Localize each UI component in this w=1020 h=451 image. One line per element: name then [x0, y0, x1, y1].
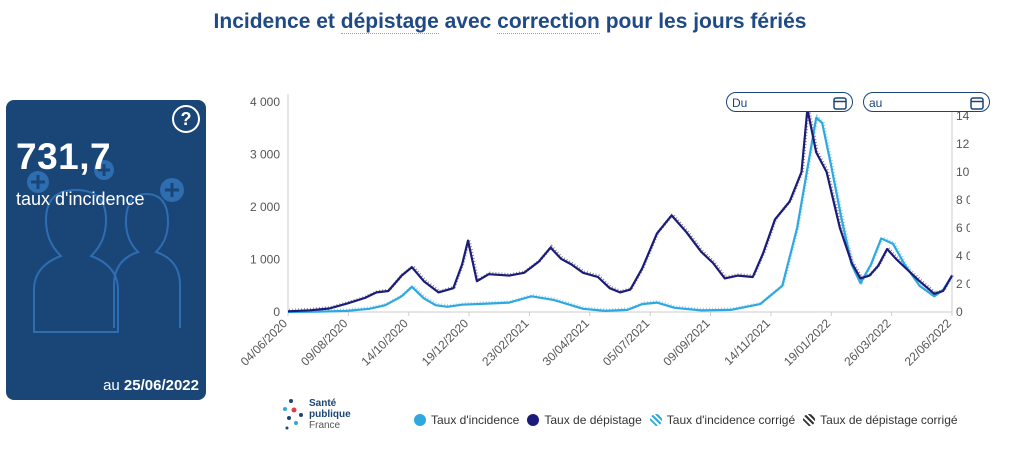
incidence-date: au 25/06/2022 — [103, 377, 199, 394]
date-from-input[interactable]: Du — [726, 92, 853, 112]
y-left-tick-label: 3 000 — [250, 148, 280, 162]
x-tick-label: 04/06/2020 — [238, 316, 291, 369]
x-tick-label: 14/11/2021 — [721, 316, 773, 368]
y-left-tick-label: 0 — [273, 305, 280, 319]
y-right-tick-label: 12 000 — [956, 137, 970, 151]
x-tick-label: 05/07/2021 — [600, 316, 653, 369]
x-tick-label: 09/08/2020 — [298, 316, 351, 369]
calendar-icon[interactable] — [970, 96, 984, 110]
page-title: Incidence et dépistage avec correction p… — [213, 10, 807, 34]
series-depistage-corrige — [288, 107, 955, 312]
y-left-tick-label: 4 000 — [250, 95, 280, 109]
help-icon[interactable]: ? — [172, 105, 200, 133]
legend-swatch — [527, 414, 540, 426]
legend-item-incidence[interactable]: Taux d'incidence — [414, 413, 519, 427]
y-right-tick-label: 6 000 — [956, 221, 970, 235]
x-tick-label: 14/10/2020 — [358, 316, 411, 369]
incidence-value: 731,7 — [16, 136, 112, 177]
incidence-label: taux d'incidence — [16, 189, 145, 209]
x-tick-label: 19/12/2020 — [419, 316, 472, 369]
legend-swatch — [414, 414, 426, 426]
legend-swatch — [649, 414, 662, 426]
date-to-input[interactable]: au — [863, 92, 990, 112]
incidence-card: ? 731,7 taux d'incidence au 25/06/2022 — [6, 100, 206, 400]
people-icon — [27, 160, 184, 333]
legend-item-depistage[interactable]: Taux de dépistage — [527, 413, 642, 427]
y-right-tick-label: 14 000 — [956, 109, 970, 123]
chart-legend: Taux d'incidence Taux de dépistage Taux … — [414, 413, 966, 427]
series-incidence — [287, 116, 953, 314]
legend-swatch — [803, 414, 816, 426]
calendar-icon[interactable] — [833, 96, 847, 110]
legend-item-depistage-corrige[interactable]: Taux de dépistage corrigé — [803, 413, 958, 427]
title-link-depistage[interactable]: dépistage — [340, 10, 439, 34]
x-tick-label: 30/04/2021 — [540, 316, 593, 369]
y-right-tick-label: 10 000 — [956, 165, 970, 179]
legend-item-incidence-corrige[interactable]: Taux d'incidence corrigé — [649, 413, 795, 427]
line-chart: 0 1 000 2 000 3 000 4 000 0 2 000 4 000 6 000 8 0… — [238, 94, 970, 369]
x-tick-label: 23/02/2021 — [479, 316, 532, 369]
logo-dots-icon — [283, 399, 303, 430]
y-left-tick-label: 2 000 — [250, 200, 280, 214]
x-tick-label: 26/03/2022 — [841, 316, 894, 369]
y-right-tick-label: 4 000 — [956, 249, 970, 263]
x-tick-label: 22/06/2022 — [902, 316, 955, 369]
y-left-tick-label: 1 000 — [250, 253, 280, 267]
series-depistage — [287, 107, 953, 313]
sante-publique-france-logo: Santé publique France — [281, 397, 351, 438]
title-link-correction[interactable]: correction — [497, 10, 600, 34]
y-right-tick-label: 0 — [956, 305, 963, 319]
x-tick-label: 09/09/2021 — [660, 316, 713, 369]
y-right-tick-label: 2 000 — [956, 277, 970, 291]
x-tick-label: 19/01/2022 — [781, 316, 834, 369]
y-right-tick-label: 8 000 — [956, 193, 970, 207]
series-incidence-corrige — [288, 113, 955, 313]
